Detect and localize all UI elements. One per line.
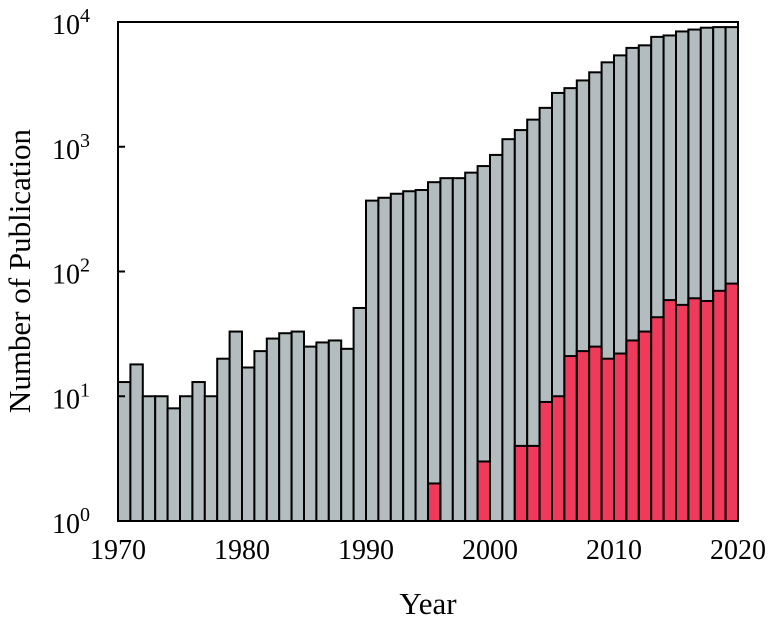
- bars-layer: [117, 26, 739, 523]
- bar-subset-2006: [563, 355, 578, 522]
- bar-total-1991: [377, 196, 392, 522]
- bar-total-1985: [303, 345, 318, 522]
- bar-subset-2009: [600, 357, 615, 523]
- bar-total-1975: [179, 395, 194, 522]
- bar-subset-2002: [513, 444, 529, 523]
- bar-total-2000: [489, 153, 504, 522]
- bar-total-1986: [315, 341, 330, 522]
- bar-subset-2017: [699, 300, 715, 523]
- bar-total-1973: [154, 395, 169, 522]
- bar-total-1971: [129, 363, 144, 522]
- bar-total-1982: [265, 337, 281, 522]
- bar-subset-2010: [613, 352, 628, 522]
- bar-total-1984: [290, 330, 306, 522]
- y-tick-label-1e2: 102: [52, 255, 90, 291]
- bar-total-1972: [141, 395, 157, 522]
- y-tick-label-1e3: 103: [52, 130, 90, 166]
- bar-subset-2004: [538, 400, 553, 522]
- bar-subset-2019: [724, 282, 739, 522]
- y-tick-label-1e1: 101: [52, 379, 90, 415]
- bar-subset-2005: [551, 395, 566, 522]
- x-tick-label-1990: 1990: [338, 535, 394, 566]
- bar-total-1980: [241, 366, 256, 522]
- bar-total-1970: [117, 381, 132, 523]
- bar-subset-2016: [687, 297, 702, 522]
- bar-total-1983: [278, 332, 293, 523]
- bar-total-1976: [191, 381, 206, 523]
- bar-total-1988: [340, 347, 355, 522]
- bar-total-1981: [253, 350, 268, 522]
- bar-subset-1999: [476, 460, 492, 523]
- bar-total-1995: [427, 181, 442, 522]
- bar-total-1987: [327, 339, 343, 522]
- bar-subset-2018: [712, 289, 727, 522]
- bar-total-1989: [352, 306, 368, 523]
- bar-total-1997: [451, 177, 467, 522]
- bar-subset-2015: [675, 303, 690, 522]
- bar-subset-2012: [637, 330, 653, 522]
- bar-total-1990: [365, 199, 380, 522]
- y-tick-label-1e0: 100: [52, 504, 90, 540]
- bar-total-1977: [203, 395, 219, 522]
- y-axis-label: Number of Publication: [2, 128, 37, 413]
- y-tick-label-1e4: 104: [52, 5, 90, 41]
- bar-subset-2011: [625, 339, 640, 522]
- bar-subset-2003: [526, 444, 541, 523]
- x-tick-label-1980: 1980: [214, 535, 270, 566]
- x-tick-label-2000: 2000: [462, 535, 518, 566]
- bar-subset-1995: [427, 482, 442, 523]
- x-tick-label-2020: 2020: [710, 535, 766, 566]
- bar-total-1994: [414, 189, 430, 522]
- bar-total-1974: [166, 407, 182, 522]
- x-tick-label-1970: 1970: [90, 535, 146, 566]
- bar-total-1978: [216, 357, 231, 523]
- bar-subset-2008: [588, 345, 603, 522]
- bar-total-1998: [464, 171, 479, 522]
- x-axis-label: Year: [399, 586, 457, 621]
- bar-total-2001: [501, 138, 516, 522]
- bar-total-1992: [389, 192, 405, 522]
- bar-total-1993: [402, 190, 417, 522]
- bar-subset-2013: [650, 316, 665, 522]
- x-tick-label-2010: 2010: [586, 535, 642, 566]
- bar-total-1996: [439, 177, 454, 522]
- bar-subset-2014: [662, 299, 677, 522]
- bar-subset-2007: [575, 350, 591, 522]
- bar-total-1979: [228, 330, 244, 522]
